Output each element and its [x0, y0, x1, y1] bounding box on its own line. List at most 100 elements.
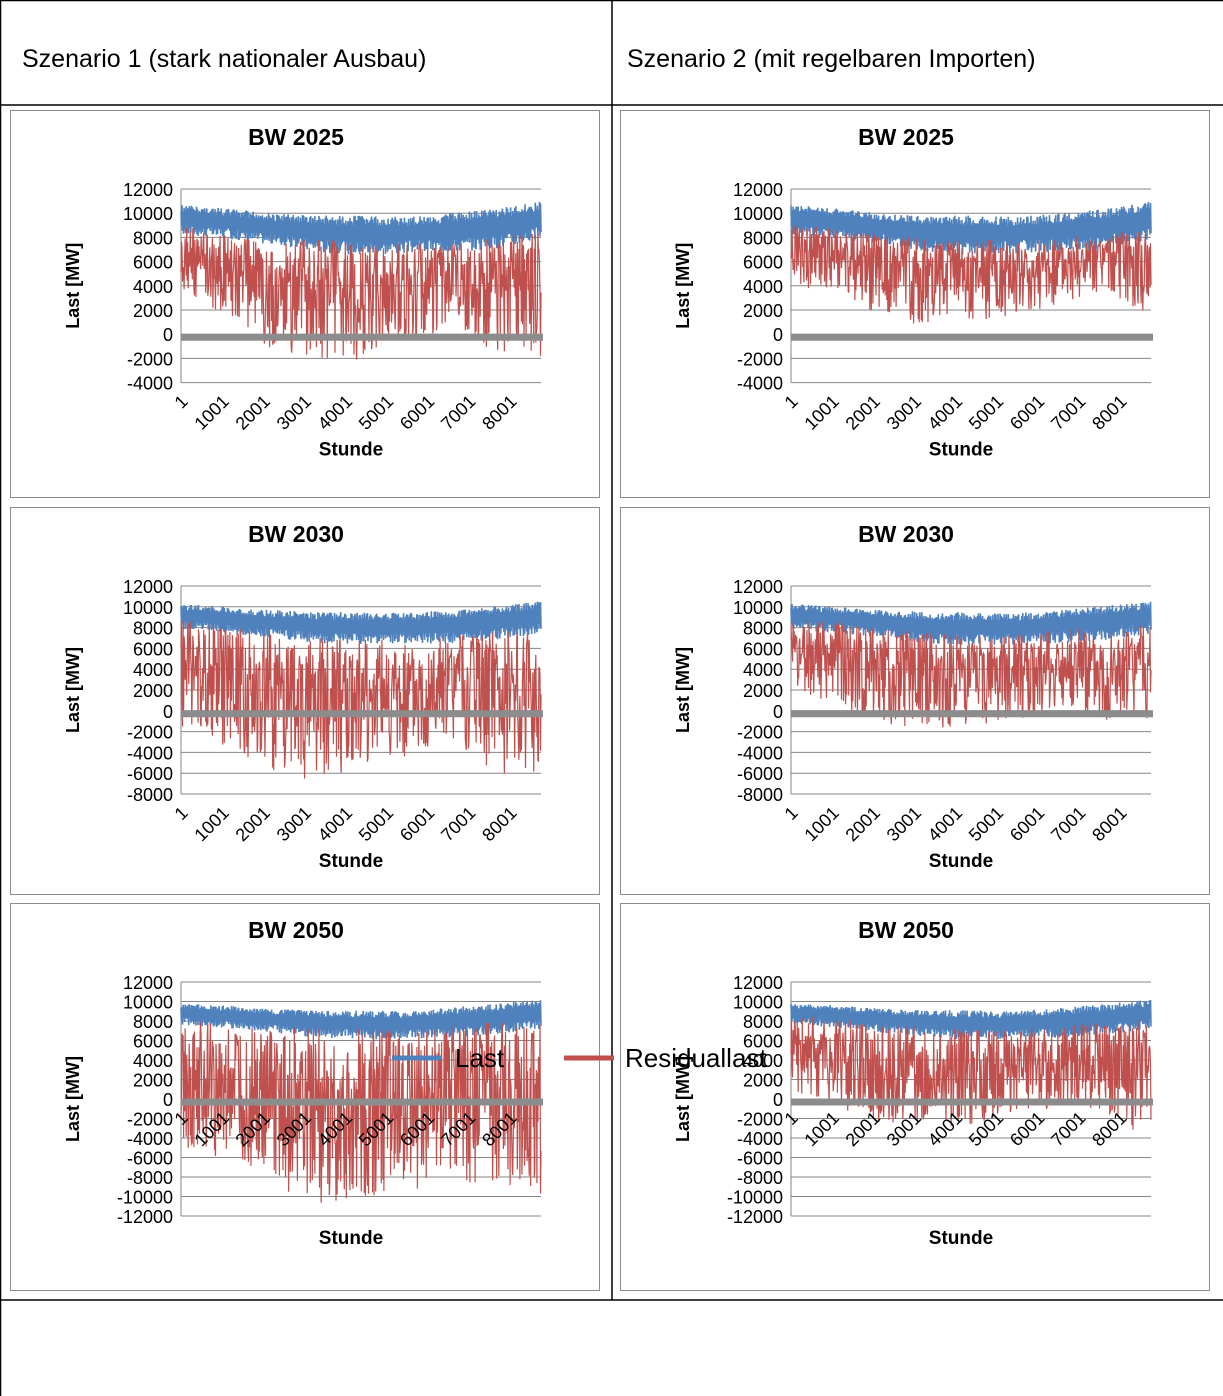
series-line-residuallast [790, 621, 1152, 728]
chart-bw2030-scenario2: BW 2030120001000080006000400020000-2000-… [673, 521, 1153, 872]
y-tick-label: -4000 [127, 743, 173, 763]
x-tick-label: 4001 [314, 803, 356, 845]
y-tick-label: 8000 [133, 228, 173, 248]
chart-title: BW 2025 [858, 124, 954, 150]
y-tick-label: 0 [773, 325, 783, 345]
chart-panel: BW 2050 12000 10000 8000 6000 4000 2000 0 -2000-… [620, 903, 1210, 1291]
y-tick-label: -8000 [737, 785, 783, 805]
x-tick-label: 6001 [1006, 391, 1048, 433]
y-tick-label: 2000 [743, 681, 783, 701]
x-tick-label: 2001 [842, 1108, 884, 1150]
series-line-last [790, 999, 1152, 1040]
x-tick-label: 1001 [800, 391, 842, 433]
y-tick-label: 4000 [133, 1051, 173, 1071]
chart-panel: BW 2025 12000 10000 8000 6000 4000 2000 0 -2000 -… [620, 110, 1210, 498]
chart-panel: BW 2030 12000 10000 8000 6000 4000 2000 0 -2000-… [10, 507, 600, 895]
series-line-residuallast [790, 225, 1152, 324]
x-axis-label: Stunde [319, 1228, 383, 1249]
y-tick-label: 6000 [743, 639, 783, 659]
y-tick-label: -4000 [737, 743, 783, 763]
series-line-residuallast [180, 620, 542, 779]
scenario1-header: Szenario 1 (stark nationaler Ausbau) [22, 45, 427, 73]
y-axis-label: Last [MW] [673, 243, 693, 329]
x-tick-label: 3001 [883, 391, 925, 433]
x-tick-label: 6001 [396, 803, 438, 845]
y-tick-label: -4000 [737, 374, 783, 394]
x-axis-label: Stunde [929, 851, 993, 872]
x-tick-label: 8001 [1088, 1108, 1130, 1150]
y-tick-label: 4000 [743, 277, 783, 297]
x-tick-label: 5001 [965, 803, 1007, 845]
y-tick-label: 12000 [123, 577, 173, 597]
y-tick-label: 4000 [743, 1051, 783, 1071]
series-line-last [790, 601, 1152, 645]
x-tick-label: 1 [781, 803, 802, 824]
x-axis-label: Stunde [929, 440, 993, 461]
x-tick-label: 3001 [883, 803, 925, 845]
x-tick-label: 8001 [1088, 391, 1130, 433]
x-tick-label: 2001 [232, 391, 274, 433]
y-axis-label: Last [MW] [63, 1056, 83, 1142]
x-tick-label: 6001 [1006, 1108, 1048, 1150]
y-tick-label: 10000 [733, 993, 783, 1013]
x-tick-label: 7001 [1047, 391, 1089, 433]
chart-panel: BW 2050 12000 10000 8000 6000 4000 2000 0 -2000-… [10, 903, 600, 1291]
y-tick-label: -12000 [117, 1207, 173, 1227]
x-tick-label: 1001 [800, 1108, 842, 1150]
y-tick-label: 12000 [733, 577, 783, 597]
x-tick-label: 8001 [1088, 803, 1130, 845]
y-tick-label: -6000 [127, 1149, 173, 1169]
y-tick-label: 0 [163, 702, 173, 722]
y-axis-label: Last [MW] [673, 1056, 693, 1142]
x-tick-label: 4001 [314, 391, 356, 433]
y-tick-label: -8000 [127, 785, 173, 805]
x-tick-label: 2001 [842, 391, 884, 433]
x-tick-label: 5001 [355, 803, 397, 845]
y-tick-label: 6000 [133, 253, 173, 273]
y-tick-label: 8000 [133, 1012, 173, 1032]
x-tick-label: 2001 [232, 803, 274, 845]
y-tick-label: -4000 [737, 1129, 783, 1149]
y-tick-label: -4000 [127, 1129, 173, 1149]
y-tick-label: 2000 [133, 301, 173, 321]
scenario2-header: Szenario 2 (mit regelbaren Importen) [627, 45, 1036, 73]
x-axis-label: Stunde [929, 1228, 993, 1249]
chart-title: BW 2025 [248, 124, 344, 150]
x-tick-label: 8001 [478, 391, 520, 433]
y-tick-label: 4000 [133, 660, 173, 680]
series-line-residuallast [180, 227, 542, 360]
x-tick-label: 7001 [437, 391, 479, 433]
y-tick-label: 8000 [743, 1012, 783, 1032]
y-tick-label: -10000 [117, 1188, 173, 1208]
y-tick-label: -6000 [737, 1149, 783, 1169]
chart-title: BW 2050 [858, 917, 954, 943]
y-tick-label: 10000 [123, 993, 173, 1013]
series-line-last [180, 1000, 542, 1040]
x-tick-label: 1001 [190, 803, 232, 845]
chart-panel: BW 2030 12000 10000 8000 6000 4000 2000 0 -2000-… [620, 507, 1210, 895]
y-tick-label: 8000 [133, 619, 173, 639]
x-tick-label: 1001 [190, 391, 232, 433]
x-tick-label: 4001 [924, 391, 966, 433]
x-tick-label: 6001 [1006, 803, 1048, 845]
x-tick-label: 1 [171, 803, 192, 824]
y-tick-label: -10000 [727, 1188, 783, 1208]
y-tick-label: 12000 [733, 180, 783, 200]
legend: Last Residuallast [392, 1043, 767, 1073]
x-tick-label: 4001 [924, 803, 966, 845]
x-axis-label: Stunde [319, 440, 383, 461]
chart-bw2025-scenario1: BW 2025 12000 10000 8000 6000 4000 2000 0 -2000 -… [63, 124, 543, 461]
y-tick-label: 12000 [123, 180, 173, 200]
y-tick-label: 4000 [743, 660, 783, 680]
y-tick-label: 6000 [743, 1032, 783, 1052]
y-tick-label: -6000 [737, 764, 783, 784]
y-tick-label: 2000 [133, 1071, 173, 1091]
x-tick-label: 3001 [273, 803, 315, 845]
series-line-last [790, 201, 1152, 255]
x-tick-label: 1 [171, 391, 192, 412]
chart-bw2025-scenario2: BW 2025 12000 10000 8000 6000 4000 2000 0 -2000 -… [673, 124, 1153, 461]
x-tick-label: 8001 [478, 803, 520, 845]
y-tick-label: -12000 [727, 1207, 783, 1227]
y-tick-label: 4000 [133, 277, 173, 297]
